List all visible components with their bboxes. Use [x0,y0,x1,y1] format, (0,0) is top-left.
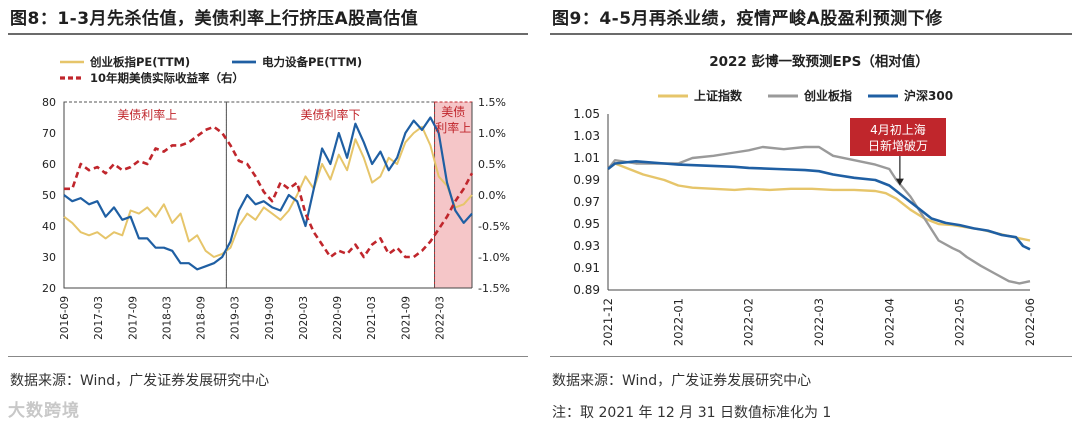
y-left-tick-label: 70 [42,127,56,140]
right-eps-chart: 2022 彭博一致预测EPS（相对值） 0.89 0.91 0.93 0.95 0.97 0… [573,53,1037,346]
x-tick-label: 2022-03 [812,298,826,346]
x-tick-label: 2018-03 [161,296,173,340]
left-source-text: 数据来源：Wind，广发证券发展研究中心 [10,373,270,389]
y-right-tick-label: -1.0% [478,251,510,264]
y-left-tick-label: 50 [42,189,56,202]
series-line-2 [63,116,473,271]
x-tick-label: 2022-02 [742,298,756,346]
y-right-tick-label: 1.0% [478,127,506,140]
legend-label-2: 创业板指 [803,88,852,103]
watermark-text: 大数跨境 [8,401,80,421]
x-tick-label: 2020-09 [332,296,344,340]
right-note-text: 注：取 2021 年 12 月 31 日数值标准化为 1 [552,405,832,421]
left-pe-chart: 20 30 40 50 60 70 80 -1.5% -1.0% -0.5% 0.0% 0.5% 1.0… [42,55,510,340]
right-source-text: 数据来源：Wind，广发证券发展研究中心 [552,373,812,389]
series-line-3 [64,125,474,259]
left-title-divider [8,33,528,35]
y-left-tick-label: 60 [42,158,56,171]
x-tick-label: 2022-03 [435,296,447,340]
annotation-rate-up-2-line2: 利率上 [435,120,471,135]
x-tick-label: 2021-09 [400,296,412,340]
y-tick-label: 0.89 [573,283,600,297]
legend-label-2: 电力设备PE(TTM) [262,55,362,69]
y-tick-label: 1.05 [573,107,600,121]
annotation-rate-up-1: 美债利率上 [117,107,177,122]
right-title-divider [550,33,1072,35]
x-tick-label: 2022-06 [1023,298,1037,346]
callout-arrow-head [895,178,904,186]
y-tick-label: 0.95 [573,217,600,231]
y-right-tick-label: -1.5% [478,282,510,295]
callout-box [850,118,946,156]
legend-label-3: 10年期美债实际收益率（右） [90,71,244,85]
series-line-3 [607,160,1031,251]
y-tick-label: 0.99 [573,173,600,187]
y-tick-label: 1.01 [573,151,600,165]
y-right-tick-label: -0.5% [478,220,510,233]
x-tick-label: 2022-05 [953,298,967,346]
x-tick-label: 2019-09 [264,296,276,340]
x-tick-label: 2016-09 [59,296,71,340]
legend-label-1: 上证指数 [694,88,743,103]
x-tick-label: 2017-09 [127,296,139,340]
annotation-rate-down: 美债利率下 [300,107,360,122]
callout-text-line2: 日新增破万 [868,138,928,153]
series-line-1 [63,125,473,258]
rate-up-box-1 [63,101,227,289]
y-left-tick-label: 80 [42,96,56,109]
y-tick-label: 0.93 [573,239,600,253]
x-tick-label: 2018-09 [196,296,208,340]
y-left-tick-label: 20 [42,282,56,295]
left-source-divider [8,356,528,357]
rate-down-box [225,101,436,289]
series-line-1 [607,162,1031,242]
x-tick-label: 2022-01 [671,298,685,346]
y-right-tick-label: 1.5% [478,96,506,109]
legend-label-1: 创业板指PE(TTM) [89,55,190,69]
x-tick-label: 2019-03 [230,296,242,340]
y-right-tick-label: 0.0% [478,189,506,202]
x-tick-label: 2017-03 [93,296,105,340]
right-chart-title: 图9：4-5月再杀业绩，疫情严峻A股盈利预测下修 [552,9,943,29]
y-tick-label: 0.97 [573,195,600,209]
legend-label-3: 沪深300 [904,88,953,103]
x-tick-label: 2021-03 [366,296,378,340]
y-tick-label: 1.03 [573,129,600,143]
x-tick-label: 2020-03 [298,296,310,340]
x-tick-label: 2021-12 [601,298,615,346]
y-right-tick-label: 0.5% [478,158,506,171]
y-tick-label: 0.91 [573,261,600,275]
y-left-tick-label: 30 [42,251,56,264]
chart-title: 2022 彭博一致预测EPS（相对值） [709,53,929,70]
right-source-divider [550,356,1072,357]
x-tick-label: 2022-04 [882,298,896,346]
annotation-rate-up-2-line1: 美债 [441,105,465,119]
series-line-2 [607,145,1031,285]
callout-text-line1: 4月初上海 [870,122,926,137]
left-chart-title: 图8：1-3月先杀估值，美债利率上行挤压A股高估值 [10,9,419,29]
y-left-tick-label: 40 [42,220,56,233]
